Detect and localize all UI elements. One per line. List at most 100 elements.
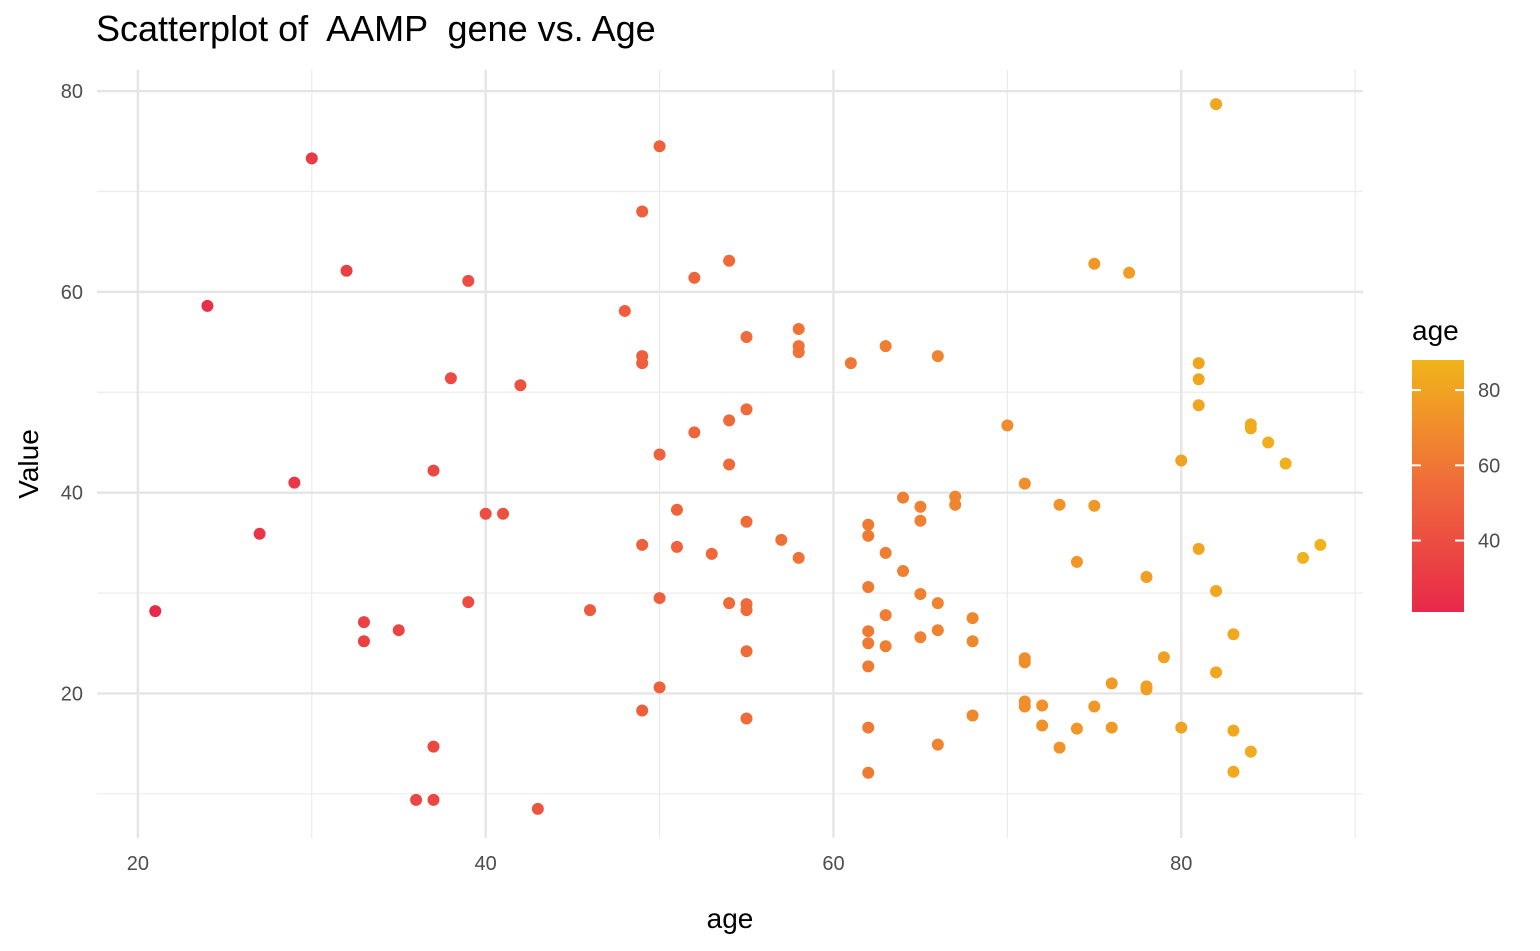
data-point xyxy=(1297,551,1310,564)
data-point xyxy=(636,205,649,218)
data-point xyxy=(1001,419,1014,432)
data-point xyxy=(931,597,944,610)
data-point xyxy=(897,564,910,577)
data-point xyxy=(636,357,649,370)
data-point xyxy=(497,507,510,520)
data-point xyxy=(897,491,910,504)
data-point xyxy=(392,624,405,637)
data-point xyxy=(340,264,353,277)
data-point xyxy=(931,738,944,751)
data-point xyxy=(862,529,875,542)
data-point xyxy=(1053,498,1066,511)
data-point xyxy=(1036,699,1049,712)
x-tick-label: 60 xyxy=(822,853,844,875)
data-point xyxy=(862,766,875,779)
data-point xyxy=(636,704,649,717)
minor-gridlines xyxy=(97,70,1363,838)
x-axis-ticks: 20 40 60 80 xyxy=(127,853,1193,875)
data-point xyxy=(862,518,875,531)
data-point xyxy=(1192,357,1205,370)
data-point xyxy=(305,152,318,165)
data-point xyxy=(584,604,597,617)
x-tick-label: 40 xyxy=(475,853,497,875)
data-point xyxy=(618,304,631,317)
legend-ticks: 40 60 80 xyxy=(1412,380,1500,553)
data-point xyxy=(1262,436,1275,449)
data-point xyxy=(1018,700,1031,713)
data-point xyxy=(1105,677,1118,690)
data-point xyxy=(879,546,892,559)
data-point xyxy=(1140,570,1153,583)
data-point xyxy=(636,538,649,551)
data-point xyxy=(1088,700,1101,713)
data-point xyxy=(1192,399,1205,412)
legend-tick-label: 60 xyxy=(1478,455,1500,477)
y-axis-title: Value xyxy=(13,429,44,499)
data-point xyxy=(427,740,440,753)
data-point xyxy=(879,609,892,622)
data-point xyxy=(723,597,736,610)
data-point xyxy=(410,793,423,806)
data-point xyxy=(844,357,857,370)
data-point xyxy=(1070,555,1083,568)
data-point xyxy=(1227,628,1240,641)
data-point xyxy=(670,540,683,553)
data-point xyxy=(792,551,805,564)
data-point xyxy=(653,592,666,605)
data-point xyxy=(966,612,979,625)
legend-tick-label: 40 xyxy=(1478,531,1500,553)
y-tick-label: 60 xyxy=(61,282,83,304)
data-point xyxy=(914,631,927,644)
data-point xyxy=(914,514,927,527)
data-point xyxy=(1210,585,1223,598)
data-point xyxy=(1018,477,1031,490)
data-point xyxy=(1105,721,1118,734)
data-point xyxy=(653,448,666,461)
data-point xyxy=(862,581,875,594)
x-axis-title: age xyxy=(707,903,754,934)
data-point xyxy=(949,498,962,511)
data-point xyxy=(740,515,753,528)
data-point xyxy=(1088,499,1101,512)
data-point xyxy=(740,645,753,658)
data-point xyxy=(1227,724,1240,737)
data-point xyxy=(862,625,875,638)
data-point xyxy=(514,379,527,392)
data-point xyxy=(862,721,875,734)
data-point xyxy=(740,712,753,725)
data-point xyxy=(1279,457,1292,470)
data-point xyxy=(740,403,753,416)
data-point xyxy=(792,323,805,336)
data-point xyxy=(1175,721,1188,734)
data-point xyxy=(253,527,266,540)
data-point xyxy=(931,624,944,637)
data-point xyxy=(914,588,927,601)
data-point xyxy=(688,426,701,439)
data-point xyxy=(931,350,944,363)
data-point xyxy=(444,372,457,385)
data-point xyxy=(862,660,875,673)
data-point xyxy=(723,458,736,471)
data-point xyxy=(1036,719,1049,732)
data-point xyxy=(1088,257,1101,270)
data-points xyxy=(149,98,1327,815)
data-point xyxy=(879,640,892,653)
data-point xyxy=(966,709,979,722)
data-point xyxy=(1227,765,1240,778)
y-tick-label: 40 xyxy=(61,483,83,505)
y-tick-label: 80 xyxy=(61,81,83,103)
x-tick-label: 20 xyxy=(127,853,149,875)
data-point xyxy=(1018,656,1031,669)
data-point xyxy=(201,299,214,312)
data-point xyxy=(427,464,440,477)
data-point xyxy=(149,605,162,618)
data-point xyxy=(479,507,492,520)
data-point xyxy=(357,616,370,629)
data-point xyxy=(966,635,979,648)
data-point xyxy=(1210,98,1223,111)
data-point xyxy=(740,331,753,344)
y-axis-ticks: 20 40 60 80 xyxy=(61,81,83,705)
data-point xyxy=(531,802,544,815)
data-point xyxy=(1070,722,1083,735)
